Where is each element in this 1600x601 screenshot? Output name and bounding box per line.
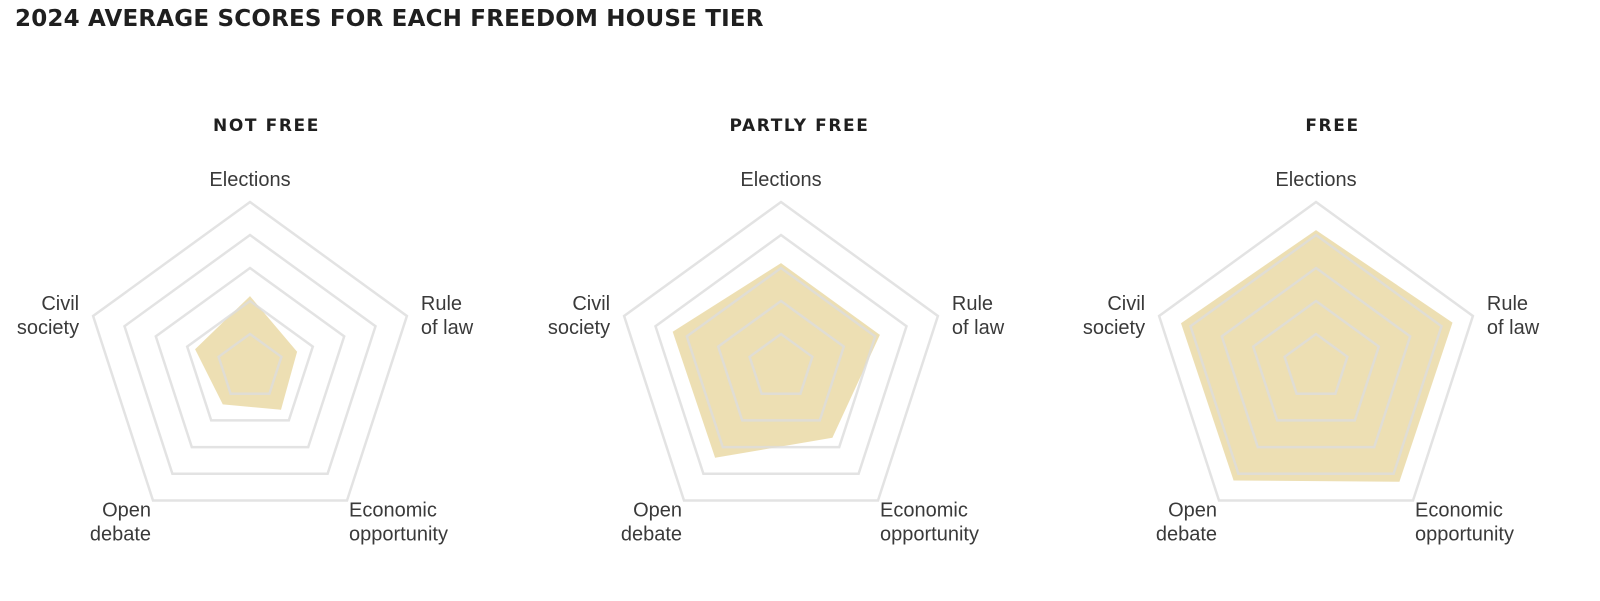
- axis-label-open: Open debate: [621, 500, 682, 546]
- data-area: [672, 263, 880, 458]
- axis-label-open: Open debate: [1156, 500, 1217, 546]
- grid-ring: [654, 233, 908, 476]
- data-area: [195, 296, 298, 410]
- grid-ring: [1189, 233, 1443, 476]
- grid-ring: [217, 332, 283, 395]
- radar-chart-free: Elections Rule of law Economic opportunity Op…: [1083, 169, 1540, 546]
- axis-label-elections: Elections: [1275, 169, 1356, 191]
- radar-panel-not-free: NOT FREE Elections Rule of law Economic oppo…: [0, 0, 533, 601]
- axis-label-economic: Economic opportunity: [349, 500, 448, 546]
- axis-label-elections: Elections: [740, 169, 821, 191]
- axis-label-economic: Economic opportunity: [1415, 500, 1514, 546]
- axis-label-civil: Civil society: [1083, 293, 1145, 339]
- panel-title: NOT FREE: [213, 116, 320, 136]
- grid-ring: [123, 233, 377, 476]
- grid-ring: [154, 266, 346, 449]
- grid-ring: [622, 200, 940, 502]
- grid-ring: [1251, 299, 1381, 422]
- axis-label-elections: Elections: [209, 169, 290, 191]
- axis-label-civil: Civil society: [548, 293, 610, 339]
- axis-label-civil: Civil society: [17, 293, 79, 339]
- grid-ring: [91, 200, 409, 502]
- axis-label-open: Open debate: [90, 500, 151, 546]
- panel-title: FREE: [1305, 116, 1360, 136]
- page-title: 2024 AVERAGE SCORES FOR EACH FREEDOM HOU…: [15, 6, 764, 32]
- radar-chart-not-free: Elections Rule of law Economic opportunity Op…: [17, 169, 474, 546]
- grid-ring: [1157, 200, 1475, 502]
- axis-label-rule: Rule of law: [421, 293, 474, 339]
- axis-label-rule: Rule of law: [952, 293, 1005, 339]
- radar-panel-partly-free: PARTLY FREE Elections Rule of law Economic o…: [533, 0, 1066, 601]
- grid-ring: [685, 266, 877, 449]
- axis-label-rule: Rule of law: [1487, 293, 1540, 339]
- grid-ring: [716, 299, 846, 422]
- grid-ring: [1283, 332, 1349, 395]
- radar-panel-free: FREE Elections Rule of law Economic opportun…: [1066, 0, 1599, 601]
- axis-label-economic: Economic opportunity: [880, 500, 979, 546]
- grid-ring: [748, 332, 814, 395]
- grid-ring: [185, 299, 315, 422]
- panel-title: PARTLY FREE: [729, 116, 870, 136]
- grid-ring: [1220, 266, 1412, 449]
- radar-chart-partly-free: Elections Rule of law Economic opportunity Op…: [548, 169, 1005, 546]
